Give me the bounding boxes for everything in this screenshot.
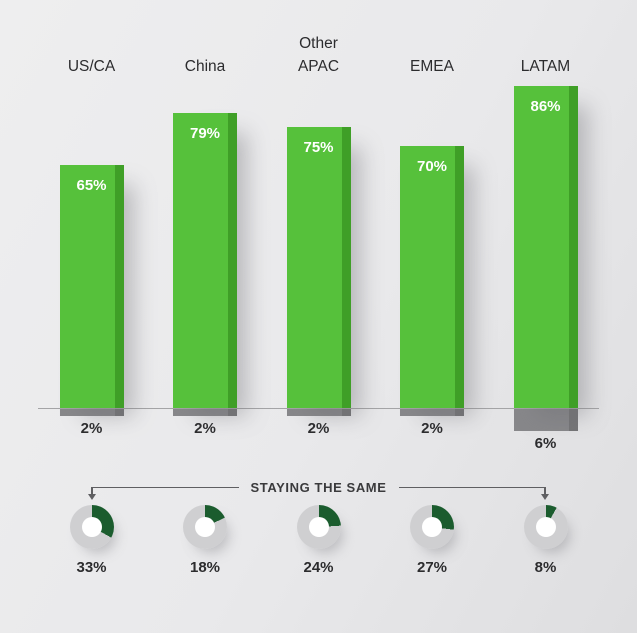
donut-value-label: 8%	[534, 559, 557, 576]
below-axis-label: 2%	[421, 420, 443, 437]
category-labels-row: US/CA China Other APAC EMEA LATAM	[60, 30, 578, 78]
below-axis-label: 2%	[80, 420, 103, 437]
shrink-bar	[400, 409, 464, 416]
donut-cell: 24%	[287, 505, 351, 576]
grow-bar: 86%	[513, 86, 578, 408]
connector-line-segment	[91, 486, 239, 488]
bar-value-label: 86%	[530, 98, 561, 115]
bars-row: 65% 79% 75% 70% 86%	[59, 86, 578, 408]
below-axis-row: 2% 2% 2% 2% 6%	[59, 409, 578, 467]
grow-bar: 75%	[286, 127, 351, 408]
donuts-row: 33% 18% 24% 27% 8%	[60, 505, 578, 576]
category-label: China	[184, 57, 226, 75]
staying-same-connector: STAYING THE SAME	[60, 479, 578, 501]
connector-line: STAYING THE SAME	[91, 479, 546, 495]
donut-value-label: 18%	[189, 559, 221, 576]
shrink-bar	[59, 409, 124, 416]
category-label: EMEA	[410, 57, 454, 75]
donut-value-label: 33%	[76, 559, 107, 576]
donut-chart	[523, 505, 568, 549]
bar-value-label: 65%	[76, 177, 107, 194]
grow-bar: 65%	[59, 165, 124, 408]
below-axis-cell: 6%	[513, 409, 578, 452]
category-label: US/CA	[67, 57, 116, 75]
shrink-bar	[286, 409, 351, 416]
below-axis-label: 2%	[307, 420, 330, 437]
grow-bar: 70%	[400, 146, 464, 408]
bar-value-label: 75%	[303, 139, 334, 156]
bar-value-label: 79%	[189, 125, 221, 142]
donut-cell: 18%	[173, 505, 237, 576]
category-label: LATAM	[520, 57, 571, 75]
connector-line-segment	[398, 486, 546, 488]
below-axis-cell: 2%	[400, 409, 464, 437]
grow-bar: 79%	[173, 113, 237, 408]
donut-value-label: 27%	[416, 559, 448, 576]
below-axis-cell: 2%	[286, 409, 351, 437]
arrow-down-icon	[540, 487, 550, 501]
bar-value-label: 70%	[416, 158, 448, 175]
below-axis-cell: 2%	[173, 409, 237, 437]
donut-cell: 8%	[514, 505, 578, 576]
shrink-bar	[513, 409, 578, 431]
below-axis-cell: 2%	[59, 409, 124, 437]
connector-title: STAYING THE SAME	[250, 479, 387, 495]
axis-baseline	[38, 408, 599, 409]
category-label: Other APAC	[297, 34, 340, 75]
donut-chart	[183, 505, 227, 549]
shrink-bar	[173, 409, 237, 416]
donut-cell: 27%	[400, 505, 464, 576]
below-axis-label: 2%	[194, 420, 216, 437]
arrow-down-icon	[87, 487, 97, 501]
donut-chart	[69, 505, 114, 549]
donut-chart	[296, 505, 341, 549]
below-axis-label: 6%	[534, 435, 557, 452]
donut-chart	[410, 505, 454, 549]
donut-value-label: 24%	[303, 559, 334, 576]
donut-cell: 33%	[60, 505, 124, 576]
